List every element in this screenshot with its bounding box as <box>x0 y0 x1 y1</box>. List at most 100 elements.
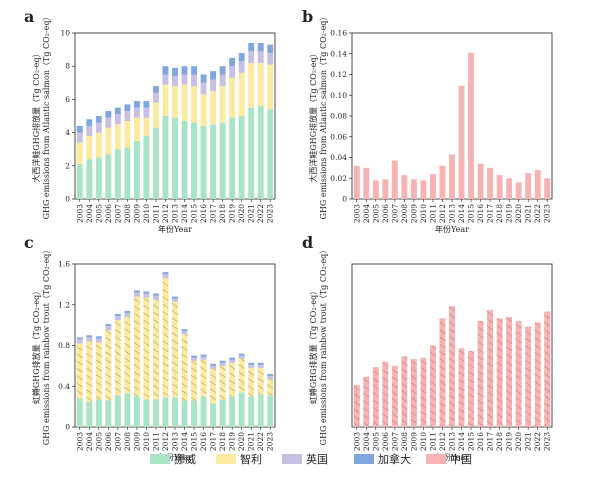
bar-a-英国-2009 <box>133 107 140 118</box>
x-tick-label: 2023 <box>543 204 552 223</box>
y-tick-label: 0.16 <box>330 29 347 38</box>
bar-a-英国-2021 <box>248 51 255 63</box>
bar-a-加拿大-2014 <box>181 66 188 75</box>
bar-a-加拿大-2011 <box>153 86 159 93</box>
bar-a-英国-2016 <box>200 82 207 95</box>
x-tick-label: 2004 <box>362 432 371 451</box>
bar-a-智利-2021 <box>248 62 255 108</box>
bar-a-智利-2012 <box>162 84 169 116</box>
bar-hatch <box>401 356 408 427</box>
bar-b-中国-2009 <box>410 179 417 199</box>
bar-a-智利-2008 <box>124 120 131 148</box>
bar-a-挪威-2011 <box>153 127 159 199</box>
bar-c-加拿大-2013 <box>172 296 178 299</box>
bar-c-挪威-2014 <box>181 400 188 427</box>
x-tick-label: 2018 <box>495 432 504 451</box>
x-tick-label: 2021 <box>524 204 533 223</box>
bar-a-智利-2003 <box>76 142 83 165</box>
bar-a-智利-2023 <box>267 64 274 110</box>
bar-a-加拿大-2013 <box>172 67 178 77</box>
bar-hatch <box>133 296 140 397</box>
bar-b-中国-2003 <box>353 165 360 199</box>
bar-a-加拿大-2010 <box>143 101 150 108</box>
bar-a-英国-2022 <box>257 51 264 63</box>
x-tick-label: 2005 <box>371 204 380 223</box>
x-tick-label: 2016 <box>476 204 485 223</box>
x-tick-label: 2008 <box>123 432 132 451</box>
legend-label-2: 英国 <box>306 452 328 466</box>
y-tick-label: 1.6 <box>58 260 70 269</box>
bar-hatch <box>248 367 255 397</box>
bar-hatch <box>257 367 264 395</box>
y-axis-label-en: GHG emissions from Atlantic salmon（Tg CO… <box>319 13 328 220</box>
bar-a-智利-2011 <box>153 102 159 128</box>
bar-c-挪威-2012 <box>162 397 169 427</box>
bar-a-挪威-2020 <box>238 116 245 199</box>
x-tick-label: 2019 <box>505 432 514 451</box>
x-tick-label: 2023 <box>543 432 552 451</box>
bar-hatch <box>506 316 513 427</box>
bar-b-中国-2011 <box>430 174 436 199</box>
bar-a-英国-2019 <box>229 66 236 78</box>
bar-a-智利-2014 <box>181 84 188 121</box>
bar-c-加拿大-2003 <box>76 337 83 340</box>
bar-hatch <box>534 322 541 427</box>
y-tick-label: 0.14 <box>330 49 347 58</box>
bar-a-智利-2018 <box>219 86 226 123</box>
y-tick-label: 4 <box>65 128 70 137</box>
x-tick-label: 2020 <box>514 204 523 223</box>
bar-c-英国-2013 <box>172 298 178 302</box>
bar-a-智利-2006 <box>105 127 112 155</box>
bar-c-加拿大-2004 <box>86 335 93 338</box>
x-tick-label: 2014 <box>457 204 466 223</box>
x-tick-label: 2003 <box>352 204 361 223</box>
bar-b-中国-2008 <box>401 175 408 199</box>
bar-a-智利-2009 <box>133 117 140 141</box>
bar-b-中国-2012 <box>439 165 446 199</box>
bar-a-挪威-2014 <box>181 120 188 199</box>
y-tick-label: 0.04 <box>330 153 347 162</box>
y-tick-label: 0.06 <box>330 132 347 141</box>
bar-a-加拿大-2008 <box>124 104 131 112</box>
x-tick-label: 2012 <box>161 204 170 223</box>
bar-a-挪威-2007 <box>114 149 121 199</box>
bar-b-中国-2022 <box>534 169 541 199</box>
x-tick-label: 2011 <box>151 204 160 223</box>
bar-c-加拿大-2005 <box>95 336 102 339</box>
x-tick-label: 2014 <box>457 432 466 451</box>
bar-c-加拿大-2009 <box>133 290 140 293</box>
legend-swatch-2 <box>282 454 302 464</box>
x-tick-label: 2013 <box>171 204 180 223</box>
bar-b-中国-2007 <box>391 160 398 199</box>
bar-b-中国-2006 <box>382 179 389 199</box>
x-tick-label: 2016 <box>199 204 208 223</box>
y-tick-label: 0.08 <box>330 112 347 121</box>
bar-a-英国-2011 <box>153 92 159 103</box>
x-tick-label: 2010 <box>142 204 151 223</box>
x-tick-label: 2013 <box>448 204 457 223</box>
bar-a-英国-2008 <box>124 111 131 121</box>
x-tick-label: 2008 <box>400 432 409 451</box>
bar-a-加拿大-2012 <box>162 66 169 75</box>
x-tick-label: 2017 <box>486 204 495 223</box>
bar-hatch <box>487 310 494 427</box>
bar-c-英国-2018 <box>219 362 226 366</box>
bar-b-中国-2015 <box>468 52 474 200</box>
panel-c: 0 0.4 0.8 1.2 1.6 2003 2004 2005 2006 2007 2008 200… <box>31 246 276 462</box>
bar-hatch <box>544 311 551 427</box>
y-tick-label: 0 <box>342 195 347 204</box>
panel-d: 2003 2004 2005 2006 2007 2008 2009 2010 2011 2012… <box>308 246 553 462</box>
bar-a-加拿大-2005 <box>95 116 102 123</box>
x-tick-label: 2017 <box>209 204 218 223</box>
bar-hatch <box>86 341 93 402</box>
legend-swatch-4 <box>426 454 446 464</box>
bar-hatch <box>143 297 150 400</box>
y-tick-label: 0.02 <box>330 174 347 183</box>
bar-c-加拿大-2018 <box>219 360 226 363</box>
bar-c-英国-2004 <box>86 337 93 342</box>
x-tick-label: 2017 <box>209 432 218 451</box>
panel-letter-c: c <box>24 233 34 252</box>
x-tick-label: 2004 <box>85 204 94 223</box>
